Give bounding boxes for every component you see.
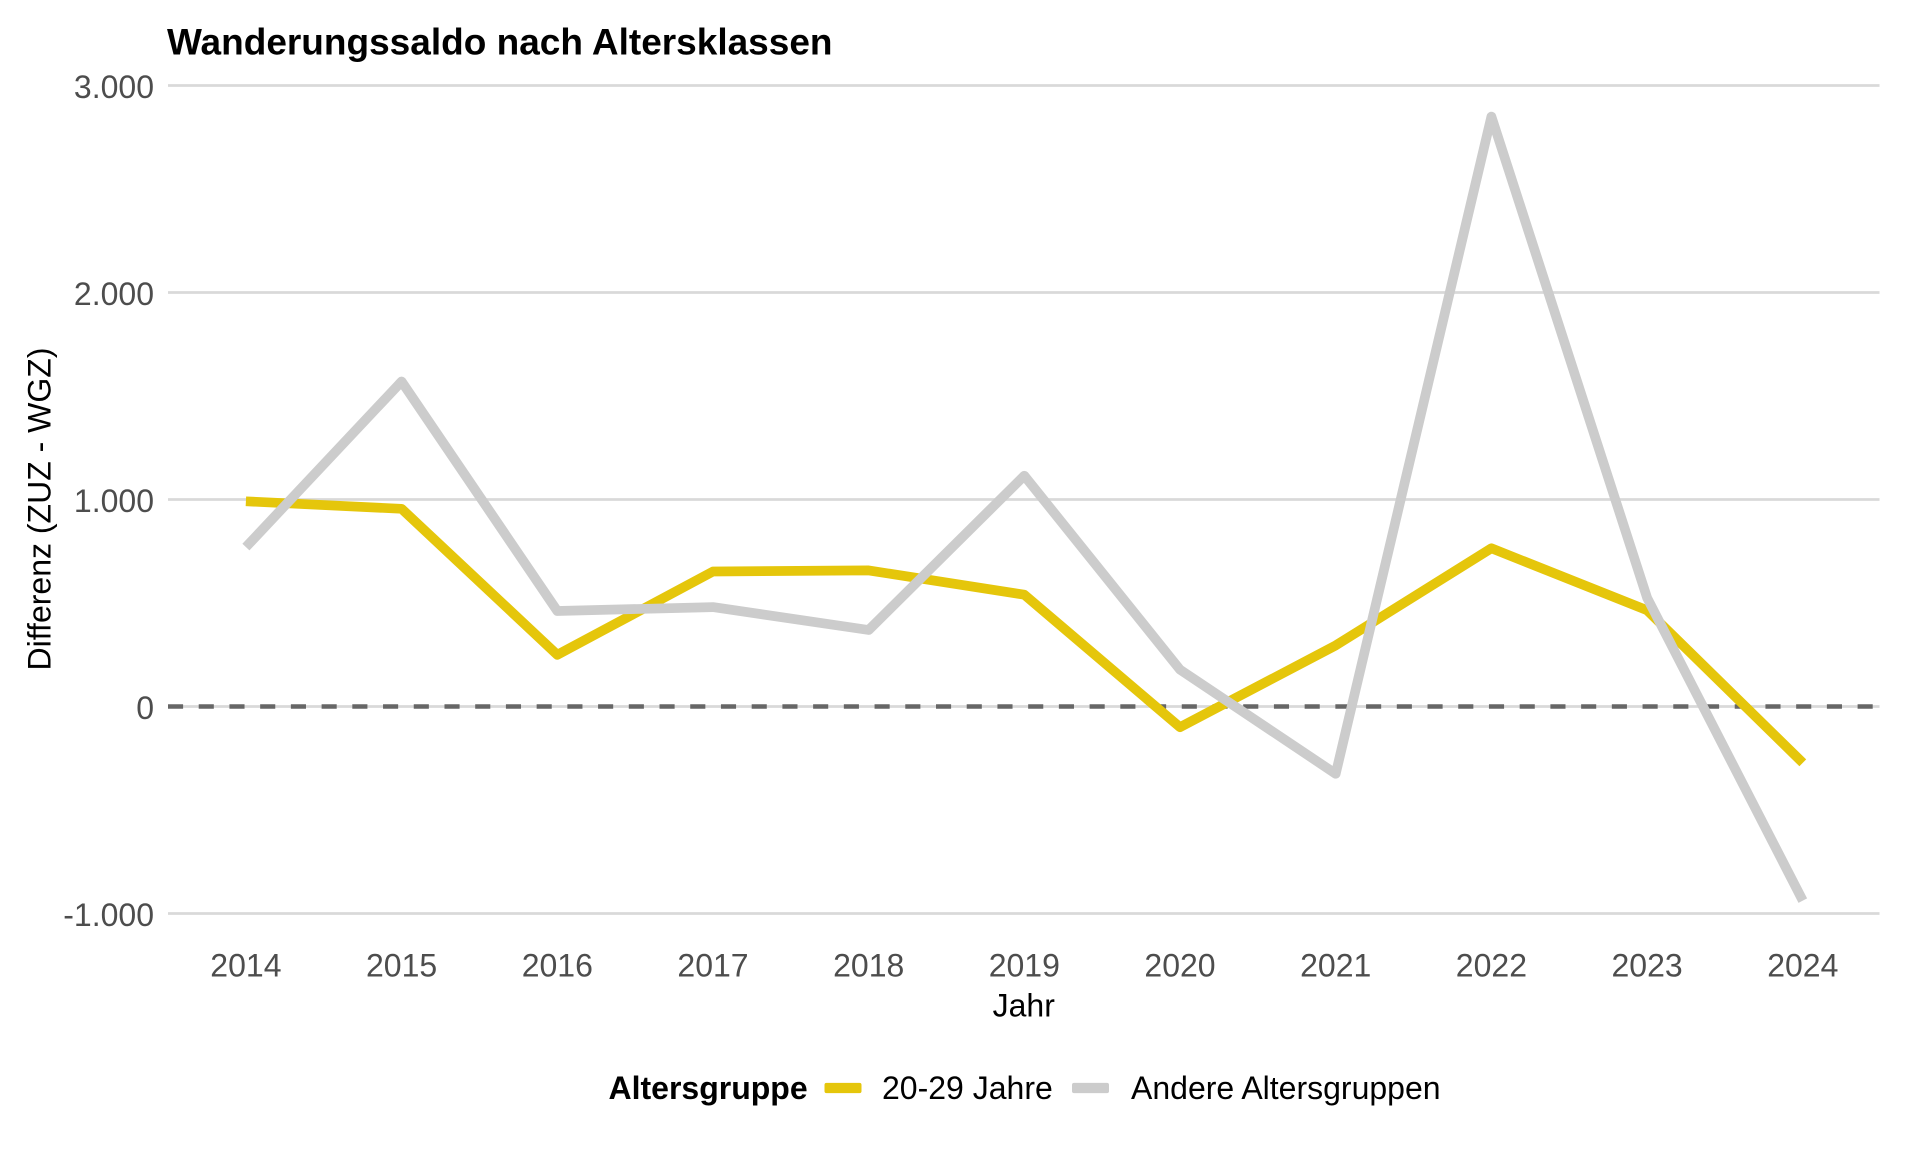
svg-text:Wanderungssaldo nach Alterskla: Wanderungssaldo nach Altersklassen xyxy=(167,22,833,63)
svg-text:2019: 2019 xyxy=(989,948,1060,984)
svg-text:2015: 2015 xyxy=(366,948,437,984)
svg-text:2017: 2017 xyxy=(677,948,748,984)
svg-text:20-29 Jahre: 20-29 Jahre xyxy=(882,1070,1053,1106)
svg-text:Differenz (ZUZ - WGZ): Differenz (ZUZ - WGZ) xyxy=(22,348,58,671)
svg-text:2014: 2014 xyxy=(210,948,281,984)
svg-text:Altersgruppe: Altersgruppe xyxy=(609,1070,808,1106)
svg-text:Jahr: Jahr xyxy=(993,987,1056,1023)
svg-text:-1.000: -1.000 xyxy=(63,897,154,933)
svg-text:3.000: 3.000 xyxy=(74,69,154,105)
svg-text:2023: 2023 xyxy=(1612,948,1683,984)
svg-text:1.000: 1.000 xyxy=(74,483,154,519)
svg-text:2022: 2022 xyxy=(1456,948,1527,984)
svg-text:2016: 2016 xyxy=(522,948,593,984)
svg-text:Andere Altersgruppen: Andere Altersgruppen xyxy=(1131,1070,1441,1106)
svg-text:2018: 2018 xyxy=(833,948,904,984)
svg-text:2.000: 2.000 xyxy=(74,276,154,312)
svg-text:2021: 2021 xyxy=(1300,948,1371,984)
svg-text:0: 0 xyxy=(136,690,154,726)
svg-text:2024: 2024 xyxy=(1767,948,1838,984)
svg-text:2020: 2020 xyxy=(1144,948,1215,984)
